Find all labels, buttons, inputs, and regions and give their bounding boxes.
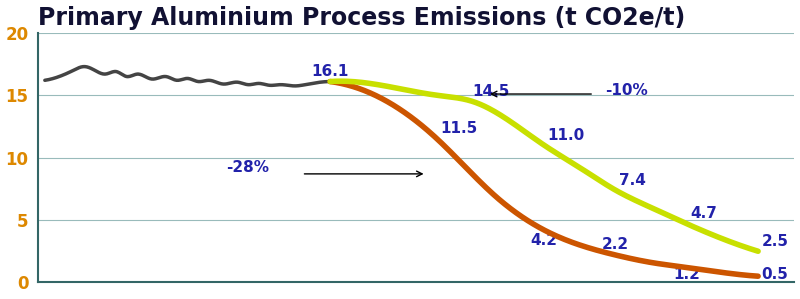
Text: -10%: -10% [605, 83, 647, 98]
Text: 4.2: 4.2 [530, 233, 558, 248]
Text: 4.7: 4.7 [690, 206, 718, 221]
Text: 11.5: 11.5 [441, 121, 478, 136]
Text: 14.5: 14.5 [473, 84, 510, 99]
Text: 7.4: 7.4 [619, 173, 646, 187]
Text: 2.5: 2.5 [762, 234, 789, 249]
Text: Primary Aluminium Process Emissions (t CO2e/t): Primary Aluminium Process Emissions (t C… [38, 6, 685, 30]
Text: 1.2: 1.2 [674, 267, 700, 282]
Text: 2.2: 2.2 [602, 237, 629, 252]
Text: 0.5: 0.5 [762, 267, 789, 282]
Text: 11.0: 11.0 [548, 128, 585, 143]
Text: 16.1: 16.1 [311, 64, 349, 79]
Text: -28%: -28% [226, 160, 270, 175]
